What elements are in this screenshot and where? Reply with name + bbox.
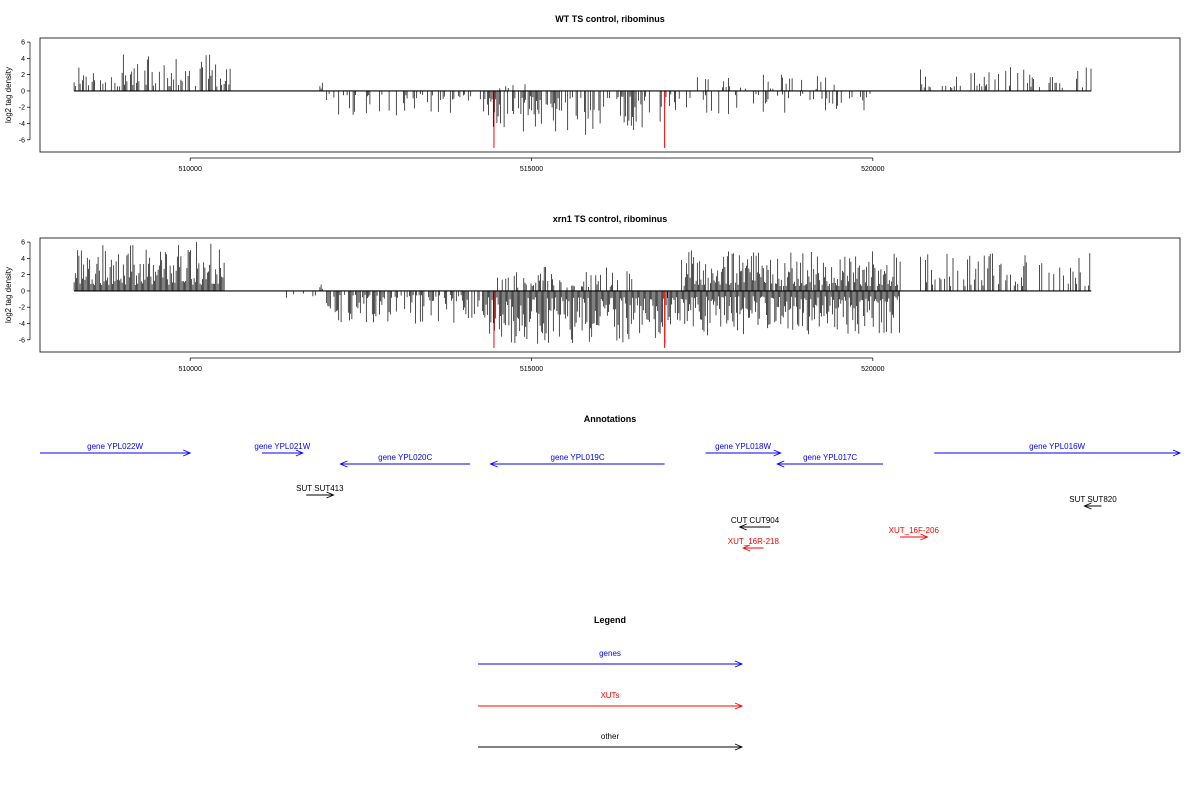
panel-xrn1-frame <box>39 237 1181 353</box>
y-tick-label: -2 <box>19 305 25 312</box>
panel-xrn1-y-axis: 6 4 2 0 -2 -4 -6 <box>19 240 31 344</box>
annotation-feature: gene YPL019C <box>489 453 665 468</box>
panel-wt-bars <box>73 54 1092 148</box>
feature-arrowhead <box>1083 502 1092 510</box>
panel-xrn1-ylabel: log2 tag density <box>4 267 13 323</box>
annotation-feature: gene YPL017C <box>776 453 884 468</box>
y-tick-label: 6 <box>21 40 25 47</box>
annotations-title: Annotations <box>584 414 637 424</box>
y-tick-label: 6 <box>21 240 25 247</box>
x-tick-label: 515000 <box>520 166 543 173</box>
y-tick-label: -6 <box>19 137 25 144</box>
feature-label: XUT_16R-218 <box>728 537 780 546</box>
feature-label: gene YPL017C <box>803 453 857 462</box>
annotation-feature: XUT_16F-206 <box>889 526 940 541</box>
y-tick-label: -6 <box>19 337 25 344</box>
panel-xrn1-title: xrn1 TS control, ribominus <box>553 214 668 224</box>
legend-item-label: XUTs <box>600 691 619 700</box>
feature-label: SUT SUT413 <box>296 484 344 493</box>
legend-item: genes <box>478 649 744 668</box>
x-tick-label: 510000 <box>178 166 201 173</box>
y-tick-label: 2 <box>21 72 25 79</box>
panel-wt-ylabel: log2 tag density <box>4 67 13 123</box>
y-tick-label: -4 <box>19 321 25 328</box>
annotation-feature: gene YPL022W <box>40 442 192 457</box>
feature-label: gene YPL022W <box>87 442 143 451</box>
feature-arrowhead <box>339 460 348 468</box>
y-tick-label: 0 <box>21 288 25 295</box>
feature-label: gene YPL018W <box>715 442 771 451</box>
legend-arrowhead <box>734 743 744 751</box>
x-tick-label: 510000 <box>178 366 201 373</box>
feature-label: gene YPL021W <box>254 442 310 451</box>
legend-items: genes XUTs other <box>478 649 744 751</box>
annotation-feature: SUT SUT413 <box>296 484 344 499</box>
feature-arrowhead <box>183 449 192 457</box>
annotation-feature: gene YPL021W <box>254 442 311 457</box>
panel-xrn1-bars <box>73 242 1092 348</box>
feature-arrowhead <box>741 544 751 552</box>
feature-arrowhead <box>920 533 929 541</box>
legend-arrowhead <box>734 660 744 668</box>
feature-label: gene YPL020C <box>378 453 432 462</box>
feature-label: XUT_16F-206 <box>889 526 940 535</box>
legend-item: other <box>478 732 744 751</box>
feature-arrowhead <box>1172 449 1182 457</box>
panel-xrn1: xrn1 TS control, ribominus log2 tag dens… <box>4 214 1181 373</box>
panel-xrn1-x-axis: 510000 515000 520000 <box>178 357 885 373</box>
feature-arrowhead <box>295 449 304 457</box>
feature-label: gene YPL019C <box>551 453 605 462</box>
feature-label: SUT SUT820 <box>1069 495 1117 504</box>
legend-title: Legend <box>594 615 626 625</box>
panel-wt-title: WT TS control, ribominus <box>555 14 665 24</box>
x-tick-label: 520000 <box>861 366 884 373</box>
legend-item: XUTs <box>478 691 744 710</box>
annotation-feature: gene YPL018W <box>705 442 782 457</box>
legend-arrowhead <box>734 702 744 710</box>
y-tick-label: -2 <box>19 105 25 112</box>
annotations-panel: Annotations gene YPL022W gene YPL021Wgene… <box>40 414 1182 552</box>
y-tick-label: -4 <box>19 121 25 128</box>
panel-wt-x-axis: 510000 515000 520000 <box>178 157 885 173</box>
annotation-feature: SUT SUT820 <box>1069 495 1117 510</box>
x-tick-label: 520000 <box>861 166 884 173</box>
feature-label: CUT CUT904 <box>731 516 780 525</box>
annotation-feature: CUT CUT904 <box>731 516 780 531</box>
panel-wt: WT TS control, ribominus log2 tag densit… <box>4 14 1181 173</box>
feature-arrowhead <box>489 460 498 468</box>
feature-label: gene YPL016W <box>1029 442 1085 451</box>
feature-arrowhead <box>776 460 785 468</box>
feature-arrowhead <box>326 491 335 499</box>
y-tick-label: 0 <box>21 88 25 95</box>
feature-arrowhead <box>738 523 747 531</box>
y-tick-label: 4 <box>21 56 25 63</box>
annotation-feature: gene YPL020C <box>339 453 471 468</box>
y-tick-label: 2 <box>21 272 25 279</box>
panel-wt-y-axis: 6 4 2 0 -2 -4 -6 <box>19 40 31 144</box>
panel-wt-frame <box>39 37 1181 153</box>
annotation-features: gene YPL022W gene YPL021W gene YPL020C gene… <box>40 442 1182 552</box>
annotation-feature: gene YPL016W <box>934 442 1182 457</box>
legend-panel: Legend genes XUTs other <box>478 615 744 751</box>
legend-item-label: other <box>601 732 620 741</box>
y-tick-label: 4 <box>21 256 25 263</box>
x-tick-label: 515000 <box>520 366 543 373</box>
annotation-feature: XUT_16R-218 <box>728 537 780 552</box>
legend-item-label: genes <box>599 649 621 658</box>
feature-arrowhead <box>773 449 782 457</box>
